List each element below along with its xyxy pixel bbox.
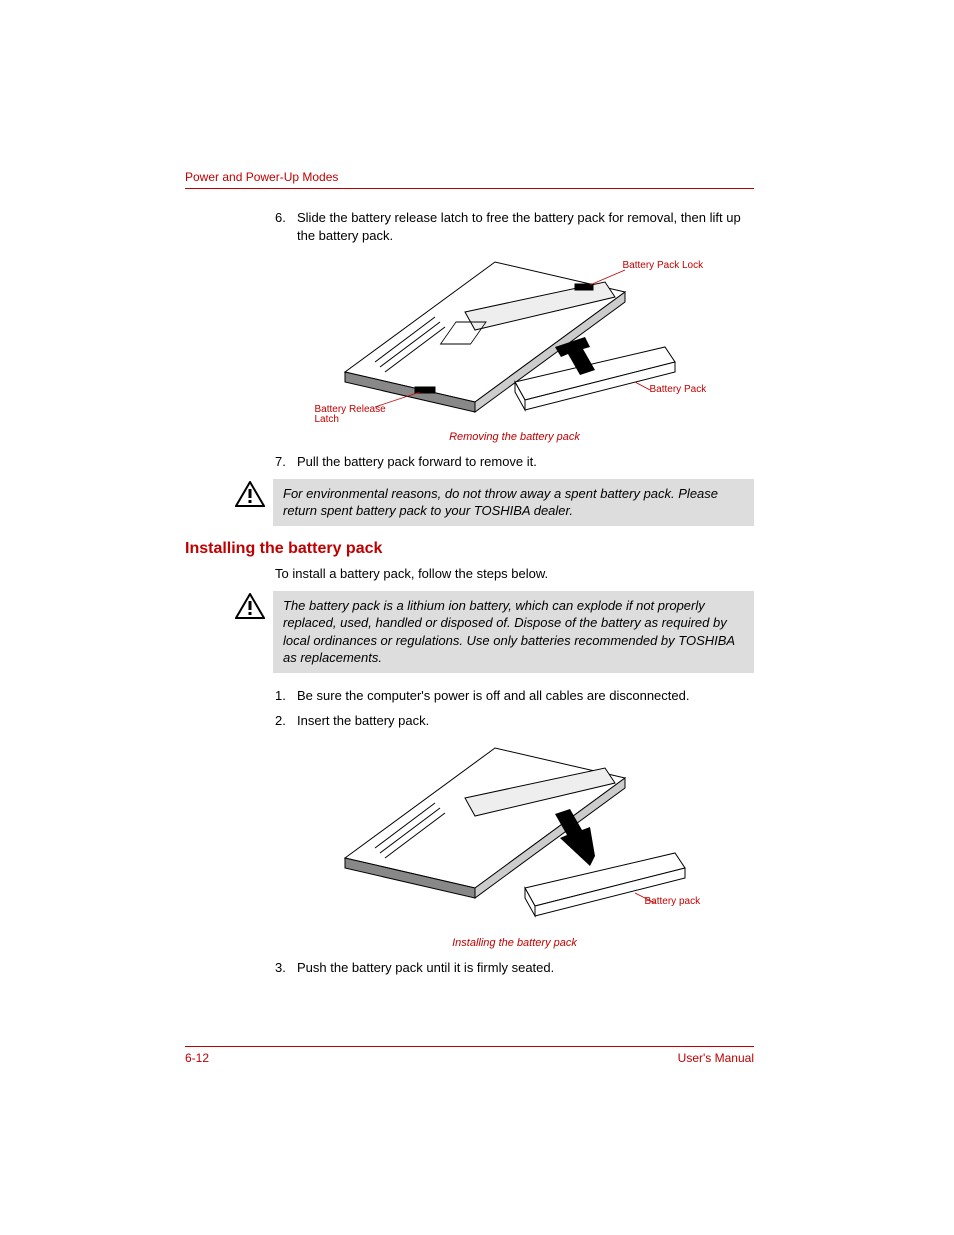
step-text: Be sure the computer's power is off and … — [297, 687, 754, 705]
warning-icon — [235, 481, 267, 510]
page-footer: 6-12 User's Manual — [185, 1046, 754, 1065]
step-text: Slide the battery release latch to free … — [297, 209, 754, 244]
figure-install-battery: Battery pack — [315, 738, 715, 933]
label-battery-lock: Battery Pack Lock — [623, 260, 704, 271]
step-text: Pull the battery pack forward to remove … — [297, 453, 754, 471]
step-number: 3. — [275, 959, 297, 977]
figure-remove-battery: Battery Pack Lock Battery Pack Battery R… — [315, 252, 715, 427]
page-header: Power and Power-Up Modes — [185, 170, 754, 189]
install-step-3: 3. Push the battery pack until it is fir… — [275, 959, 754, 977]
step-number: 6. — [275, 209, 297, 244]
doc-title: User's Manual — [678, 1051, 754, 1065]
figure1-caption: Removing the battery pack — [275, 431, 754, 443]
section-intro: To install a battery pack, follow the st… — [275, 566, 754, 581]
warning-icon — [235, 593, 267, 622]
page-number: 6-12 — [185, 1051, 209, 1065]
section-heading: Installing the battery pack — [185, 540, 754, 558]
step-text: Push the battery pack until it is firmly… — [297, 959, 754, 977]
step-text: Insert the battery pack. — [297, 712, 754, 730]
step-number: 1. — [275, 687, 297, 705]
step-7: 7. Pull the battery pack forward to remo… — [275, 453, 754, 471]
label-battery-pack-2: Battery pack — [645, 896, 701, 907]
step-number: 2. — [275, 712, 297, 730]
install-step-1: 1. Be sure the computer's power is off a… — [275, 687, 754, 705]
step-number: 7. — [275, 453, 297, 471]
label-battery-latch-2: Latch — [315, 414, 339, 425]
label-battery-pack: Battery Pack — [650, 384, 707, 395]
install-step-2: 2. Insert the battery pack. — [275, 712, 754, 730]
note-environmental: For environmental reasons, do not throw … — [273, 479, 754, 526]
step-6: 6. Slide the battery release latch to fr… — [275, 209, 754, 244]
note-lithium: The battery pack is a lithium ion batter… — [273, 591, 754, 673]
figure2-caption: Installing the battery pack — [275, 937, 754, 949]
